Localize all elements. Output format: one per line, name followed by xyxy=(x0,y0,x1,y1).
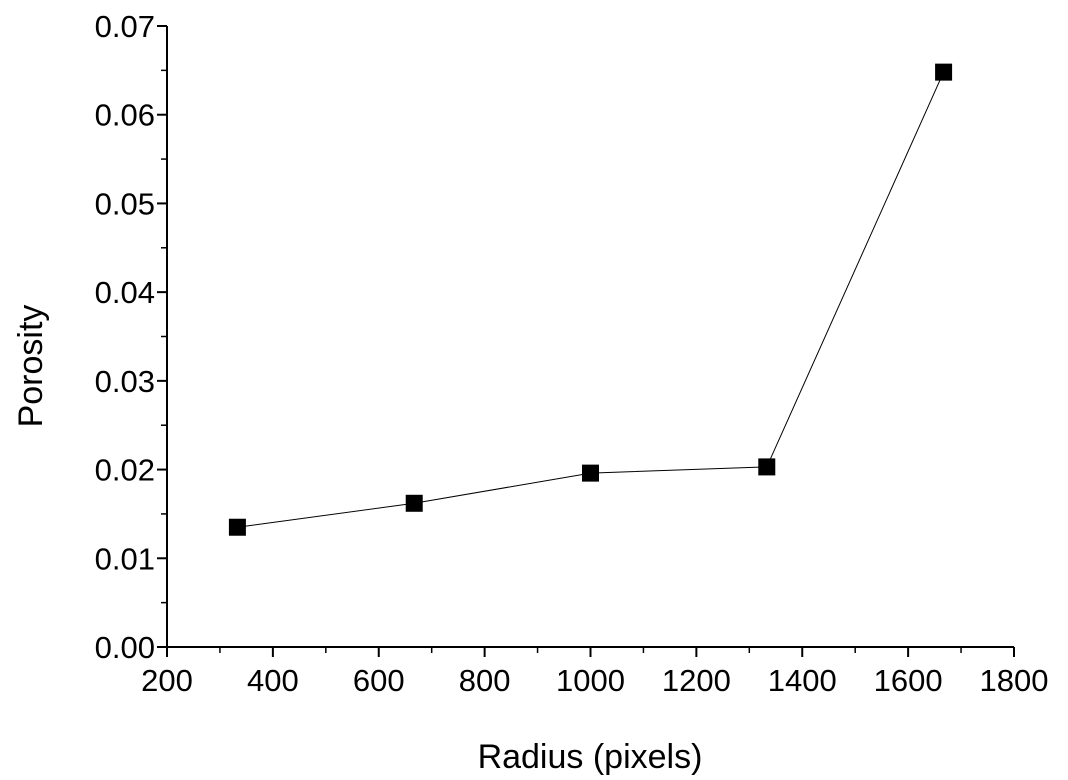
series-polyline xyxy=(237,71,945,528)
y-axis-title: Porosity xyxy=(12,305,50,428)
data-point-marker xyxy=(758,458,776,476)
x-axis-title: Radius (pixels) xyxy=(478,738,703,776)
data-point-marker xyxy=(228,518,246,536)
x-tick-label: 1400 xyxy=(768,663,837,698)
series-line xyxy=(237,71,945,528)
x-tick-label: 200 xyxy=(141,663,193,698)
y-tick-label: 0.06 xyxy=(95,98,155,133)
x-tick-label: 1200 xyxy=(662,663,731,698)
y-tick-label: 0.03 xyxy=(95,364,155,399)
x-tick-label: 600 xyxy=(353,663,405,698)
data-point-marker xyxy=(582,464,599,482)
x-tick-label: 1800 xyxy=(980,663,1049,698)
markers xyxy=(228,63,953,536)
data-point-marker xyxy=(405,494,423,512)
y-tick-label: 0.07 xyxy=(95,9,155,44)
y-tick-label: 0.01 xyxy=(95,541,155,576)
x-tick-label: 1000 xyxy=(556,663,625,698)
x-tick-label: 1600 xyxy=(874,663,943,698)
x-tick-label: 800 xyxy=(459,663,511,698)
ticks: 200 400 600 800 1000 1200 1400 1600 1800 0.00 0.01… xyxy=(95,9,1049,698)
y-tick-label: 0.04 xyxy=(95,275,155,310)
y-tick-label: 0.00 xyxy=(95,630,155,665)
data-point-marker xyxy=(935,63,953,81)
y-tick-label: 0.05 xyxy=(95,186,155,221)
x-tick-label: 400 xyxy=(247,663,299,698)
axes xyxy=(166,26,1014,648)
y-tick-label: 0.02 xyxy=(95,453,155,488)
